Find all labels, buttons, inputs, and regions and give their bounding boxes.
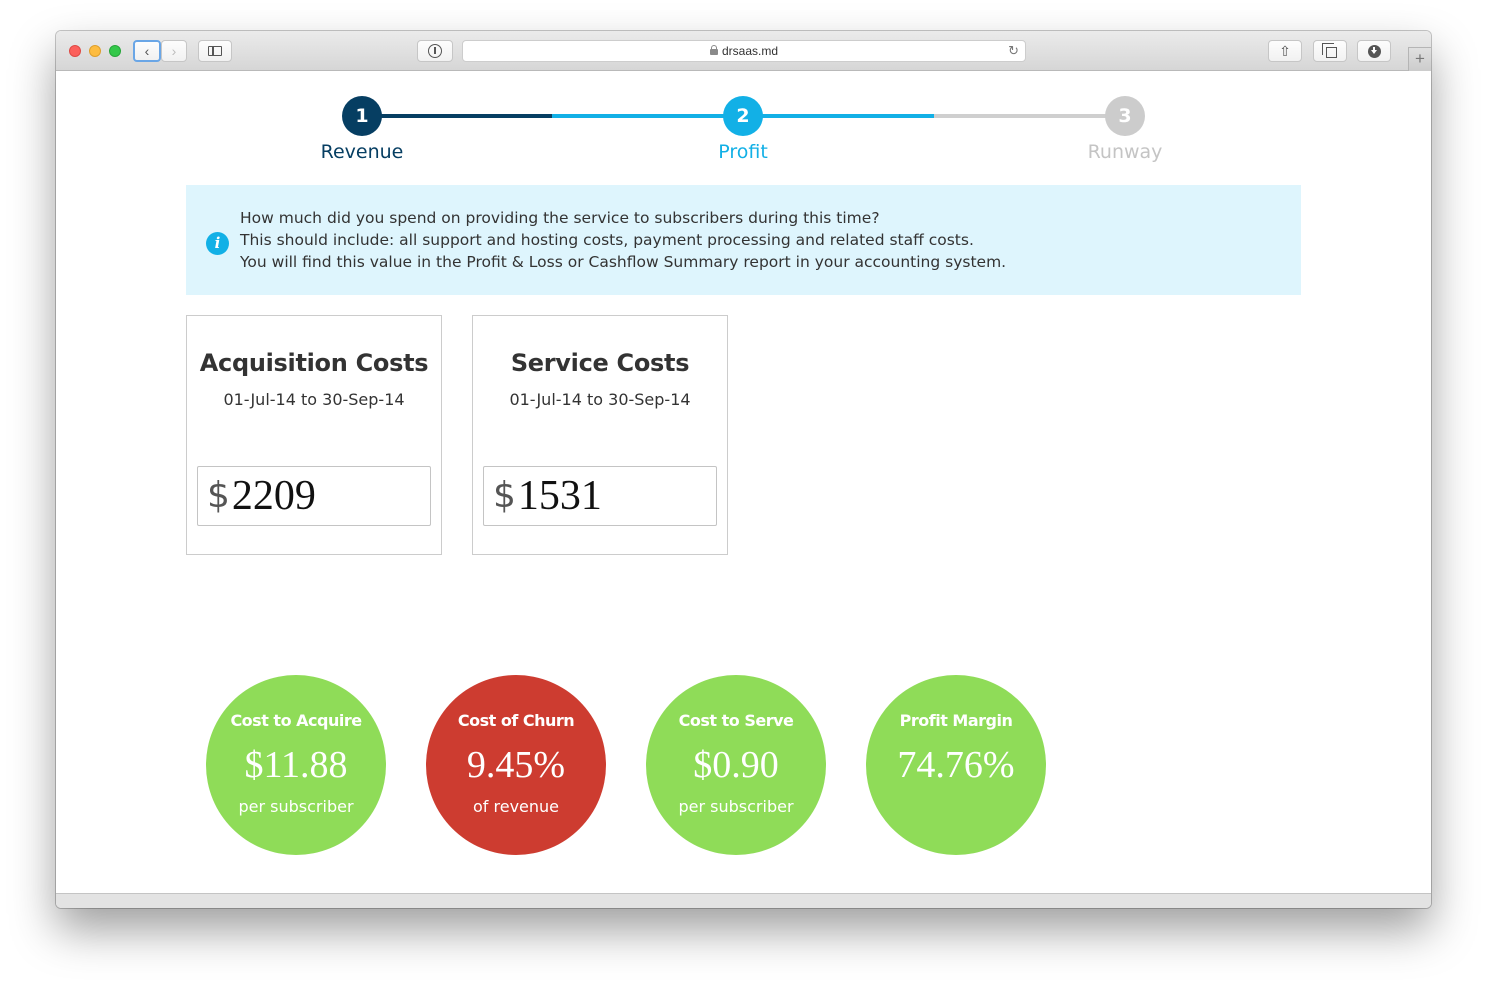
metric-value: $0.90: [693, 744, 779, 786]
reader-icon: [428, 44, 442, 58]
card-title: Acquisition Costs: [199, 349, 429, 377]
metric-subtitle: of revenue: [472, 797, 559, 816]
tabs-icon: [1322, 43, 1337, 58]
card-date-range: 01-Jul-14 to 30-Sep-14: [223, 390, 405, 409]
zoom-window-button[interactable]: [109, 45, 121, 57]
reload-icon[interactable]: ↻: [1008, 43, 1019, 58]
share-icon: ⇧: [1279, 43, 1291, 59]
lock-icon: [709, 45, 718, 55]
sidebar-button[interactable]: [198, 40, 232, 62]
acquisition-costs-card: Acquisition Costs 01-Jul-14 to 30-Sep-14…: [186, 315, 442, 555]
currency-symbol: $: [207, 475, 230, 516]
status-bar: [56, 893, 1431, 908]
new-tab-button[interactable]: +: [1408, 47, 1431, 71]
step-connector: [742, 114, 934, 118]
step-3-circle[interactable]: 3: [1105, 96, 1145, 136]
chevron-right-icon: ›: [171, 43, 177, 59]
step-connector: [934, 114, 1124, 118]
chevron-left-icon: ‹: [144, 43, 150, 59]
reader-button[interactable]: [417, 40, 453, 62]
cost-to-acquire-metric: Cost to Acquire $11.88 per subscriber: [206, 675, 386, 855]
card-date-range: 01-Jul-14 to 30-Sep-14: [509, 390, 691, 409]
service-costs-input[interactable]: [517, 472, 698, 520]
back-button[interactable]: ‹: [133, 40, 161, 62]
info-line: How much did you spend on providing the …: [240, 209, 880, 227]
step-2-circle[interactable]: 2: [723, 96, 763, 136]
minimize-window-button[interactable]: [89, 45, 101, 57]
metric-subtitle: per subscriber: [678, 797, 794, 816]
service-costs-field[interactable]: $: [483, 466, 717, 526]
step-1-circle[interactable]: 1: [342, 96, 382, 136]
step-runway-label[interactable]: Runway: [1087, 141, 1163, 163]
currency-symbol: $: [493, 475, 516, 516]
close-window-button[interactable]: [69, 45, 81, 57]
downloads-button[interactable]: [1357, 40, 1391, 62]
info-box: i How much did you spend on providing th…: [186, 185, 1301, 295]
step-connector: [552, 114, 744, 118]
step-profit-label[interactable]: Profit: [718, 141, 768, 163]
info-text: How much did you spend on providing the …: [240, 207, 1006, 273]
metric-title: Cost to Serve: [678, 711, 794, 730]
metric-subtitle: per subscriber: [238, 797, 354, 816]
forward-button[interactable]: ›: [161, 40, 187, 62]
metric-title: Cost of Churn: [457, 711, 575, 730]
step-connector: [362, 114, 552, 118]
download-icon: [1367, 45, 1381, 58]
info-line: You will find this value in the Profit &…: [240, 253, 1007, 271]
share-button[interactable]: ⇧: [1268, 40, 1302, 62]
cost-of-churn-metric: Cost of Churn 9.45% of revenue: [426, 675, 606, 855]
sidebar-icon: [208, 46, 222, 56]
info-line: This should include: all support and hos…: [240, 231, 974, 249]
browser-window: ‹ › drsaas.md ↻ ⇧ +: [56, 31, 1431, 908]
acquisition-costs-field[interactable]: $: [197, 466, 431, 526]
metric-title: Cost to Acquire: [230, 711, 362, 730]
metric-value: $11.88: [244, 744, 348, 786]
page-content: 1 2 3 Revenue Profit Runway i How much d…: [56, 71, 1431, 893]
metric-title: Profit Margin: [899, 711, 1013, 730]
acquisition-costs-input[interactable]: [231, 472, 412, 520]
show-tabs-button[interactable]: [1313, 40, 1347, 62]
address-bar[interactable]: drsaas.md ↻: [462, 40, 1026, 62]
step-revenue-label[interactable]: Revenue: [320, 141, 404, 163]
metric-value: 9.45%: [466, 744, 566, 786]
url-text: drsaas.md: [721, 44, 779, 58]
service-costs-card: Service Costs 01-Jul-14 to 30-Sep-14 $: [472, 315, 728, 555]
card-title: Service Costs: [510, 349, 690, 377]
metric-value: 74.76%: [897, 744, 1015, 786]
profit-margin-metric: Profit Margin 74.76%: [866, 675, 1046, 855]
info-icon: i: [206, 232, 229, 255]
browser-toolbar: ‹ › drsaas.md ↻ ⇧ +: [56, 31, 1431, 71]
cost-to-serve-metric: Cost to Serve $0.90 per subscriber: [646, 675, 826, 855]
plus-icon: +: [1415, 49, 1425, 68]
